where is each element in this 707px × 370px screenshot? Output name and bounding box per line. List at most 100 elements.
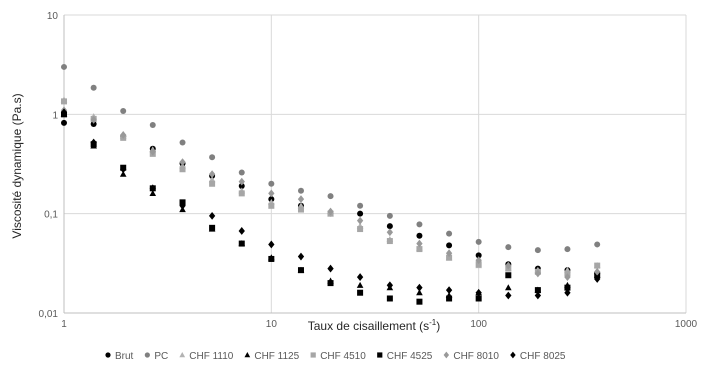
data-point	[594, 262, 601, 269]
legend-item-chf-1110: CHF 1110	[179, 351, 234, 362]
legend-item-chf-8010: CHF 8010	[443, 351, 499, 362]
y-tick-label: 10	[47, 11, 59, 22]
legend-label: CHF 1110	[189, 351, 234, 362]
data-point	[327, 193, 334, 200]
data-point	[208, 211, 216, 220]
data-point	[179, 158, 186, 167]
data-point	[238, 177, 245, 186]
legend-label: CHF 8010	[453, 351, 499, 362]
data-point	[416, 221, 423, 228]
data-point	[446, 230, 453, 237]
legend-marker	[443, 351, 450, 359]
series-pc	[61, 63, 601, 254]
data-point	[268, 240, 275, 249]
data-point	[534, 247, 541, 254]
legend-item-chf-4510: CHF 4510	[310, 351, 366, 362]
x-tick-label: 1000	[675, 319, 698, 330]
data-point	[327, 264, 334, 273]
data-point	[268, 180, 275, 187]
x-tick-label: 100	[470, 319, 487, 330]
data-point	[446, 242, 453, 249]
data-point	[297, 267, 304, 274]
data-point	[208, 170, 216, 179]
data-point	[90, 84, 97, 91]
data-point	[416, 246, 423, 253]
data-point	[505, 261, 512, 270]
grid-lines	[63, 14, 687, 314]
x-tick-label: 1	[61, 319, 67, 330]
legend-item-chf-8025: CHF 8025	[510, 351, 566, 362]
data-point	[446, 295, 453, 302]
legend: Brut PC CHF 1110 CHF 1125 CHF 4510 CHF 4525 CH…	[105, 351, 566, 362]
data-point	[90, 138, 97, 147]
legend-marker	[144, 352, 150, 358]
legend-marker	[510, 351, 516, 359]
legend-marker	[377, 352, 383, 358]
y-tick-label: 1	[52, 110, 58, 121]
data-point	[505, 284, 512, 291]
data-point	[209, 180, 216, 187]
x-axis-ticks: 1 10 100 1000	[61, 319, 697, 330]
data-point	[149, 189, 157, 196]
legend-label: PC	[154, 351, 168, 362]
legend-item-brut: Brut	[105, 351, 134, 362]
data-point	[356, 273, 364, 281]
data-point	[179, 166, 186, 173]
legend-label: CHF 4525	[387, 351, 433, 362]
data-point	[594, 275, 601, 283]
data-point	[594, 267, 601, 276]
legend-item-pc: PC	[144, 351, 168, 362]
data-point	[534, 291, 542, 300]
data-point	[356, 281, 364, 288]
data-point	[238, 182, 245, 189]
data-point	[594, 241, 601, 248]
data-point	[564, 284, 571, 291]
data-point	[61, 63, 67, 70]
data-point	[386, 238, 393, 245]
data-point	[120, 108, 127, 115]
data-point	[179, 139, 186, 146]
legend-item-chf-1125: CHF 1125	[244, 351, 300, 362]
legend-label: CHF 1125	[254, 351, 299, 362]
data-point	[238, 227, 245, 235]
data-point	[386, 281, 394, 290]
data-point	[119, 170, 127, 177]
data-point	[90, 115, 97, 124]
data-point	[60, 108, 68, 117]
data-point	[416, 239, 423, 248]
data-point	[268, 202, 275, 209]
data-point	[475, 238, 482, 245]
data-point	[534, 269, 542, 278]
data-point	[475, 261, 482, 268]
legend-label: CHF 4510	[320, 351, 366, 362]
data-point	[505, 244, 512, 251]
legend-item-chf-4525: CHF 4525	[377, 351, 433, 362]
x-tick-label: 10	[266, 319, 278, 330]
data-point	[297, 187, 304, 194]
data-point	[475, 288, 482, 297]
data-point	[564, 288, 571, 297]
data-point	[297, 206, 304, 213]
data-point	[416, 298, 423, 305]
y-tick-label: 0,1	[44, 210, 58, 221]
data-point	[505, 272, 512, 279]
x-axis-title-superscript: -1	[429, 318, 437, 327]
data-point	[149, 147, 156, 156]
series-chf-4510	[61, 98, 601, 277]
data-point	[297, 195, 305, 204]
data-point	[238, 240, 245, 247]
data-point	[475, 252, 482, 259]
legend-label: Brut	[115, 351, 134, 362]
legend-label: CHF 8025	[520, 351, 566, 362]
data-point	[416, 283, 423, 292]
data-point	[386, 295, 393, 302]
data-point	[357, 202, 364, 209]
legend-marker	[310, 352, 316, 358]
x-axis-title: Taux de cisaillement (s-1)	[308, 318, 441, 333]
data-point	[238, 169, 245, 176]
data-point	[534, 287, 541, 294]
data-point	[149, 184, 156, 193]
data-point	[357, 289, 364, 296]
data-point	[564, 246, 571, 253]
